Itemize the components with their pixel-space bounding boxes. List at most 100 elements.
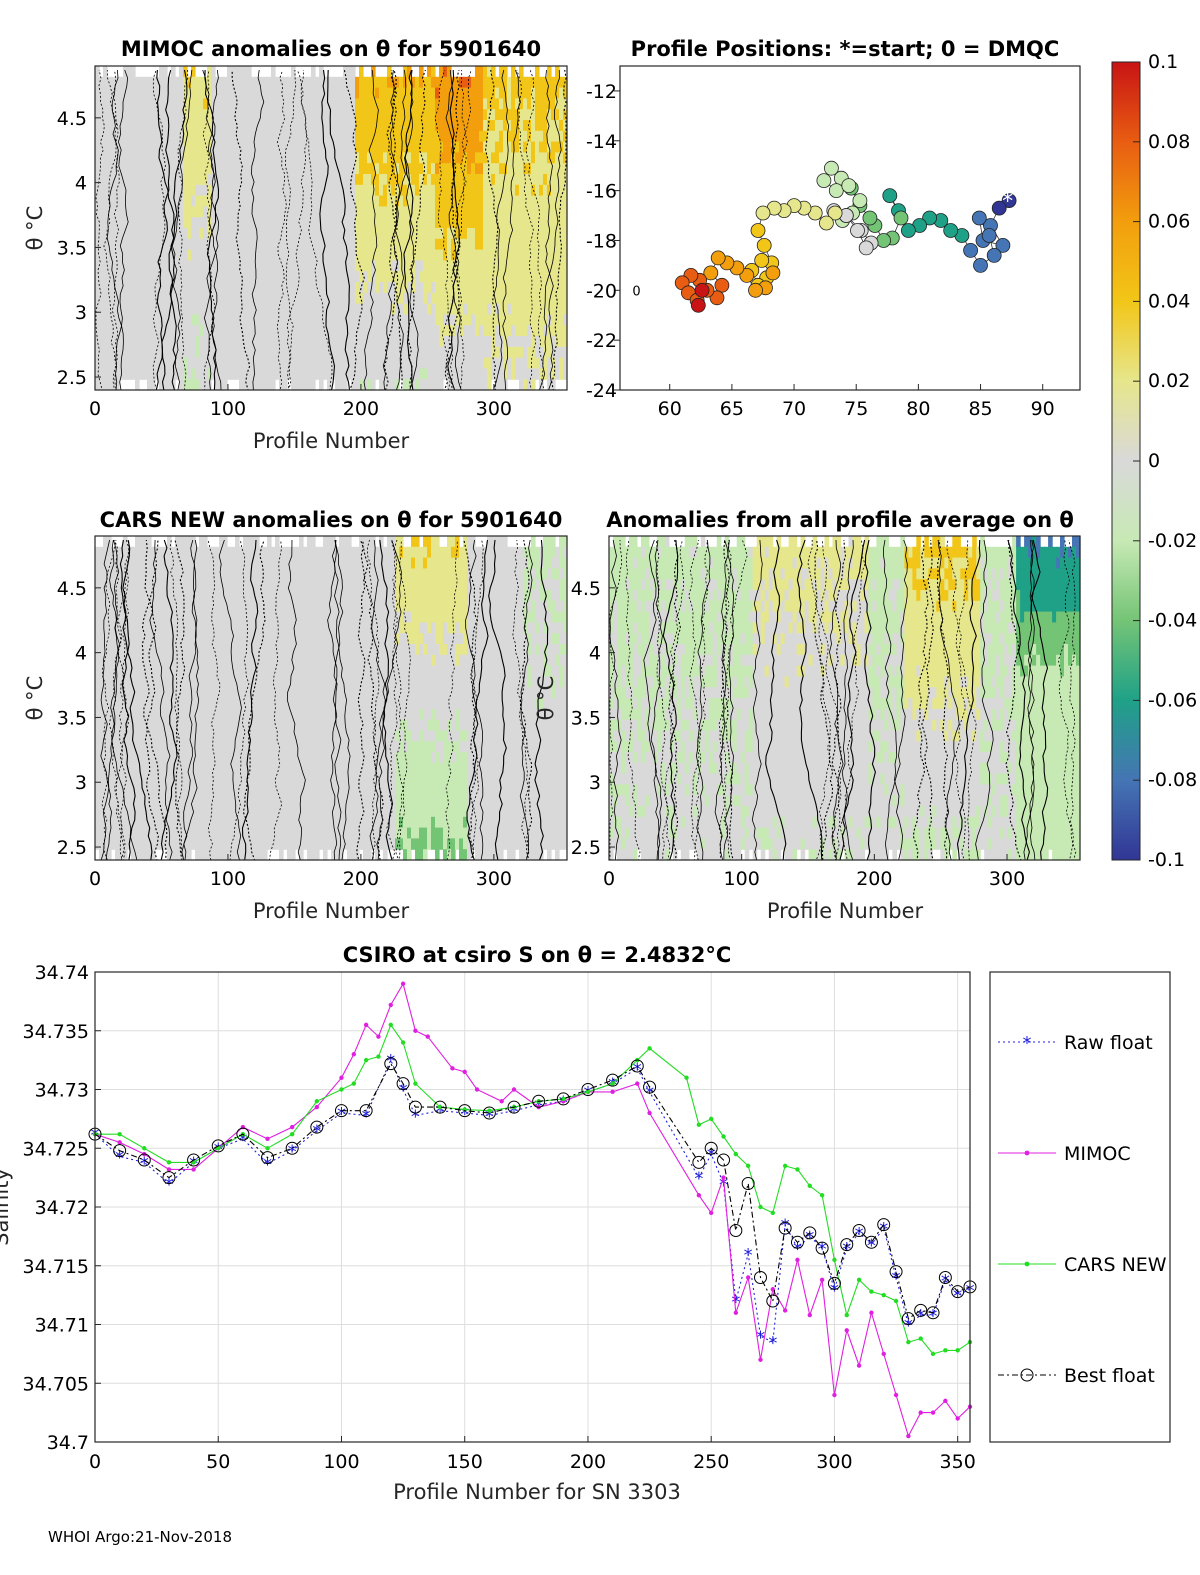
anomaly-cell <box>247 87 252 99</box>
anomaly-cell <box>339 271 344 283</box>
anomaly-cell <box>535 303 540 315</box>
anomaly-cell <box>359 141 364 153</box>
anomaly-cell <box>427 336 432 348</box>
anomaly-cell <box>143 152 148 164</box>
anomaly-cell <box>347 163 352 175</box>
anomaly-cell <box>375 228 380 240</box>
anomaly-cell <box>131 336 136 348</box>
anomaly-cell <box>243 271 248 283</box>
anomaly-cell <box>103 633 108 645</box>
anomaly-cell <box>507 98 512 110</box>
anomaly-cell <box>555 76 560 89</box>
anomaly-cell <box>199 719 204 731</box>
anomaly-cell <box>399 336 404 348</box>
anomaly-cell <box>391 357 396 369</box>
anomaly-cell <box>199 568 204 580</box>
anomaly-cell <box>247 816 252 829</box>
anomaly-cell <box>103 109 108 121</box>
anomaly-cell <box>403 292 408 305</box>
anomaly-cell <box>119 719 124 731</box>
anomaly-cell <box>507 238 512 251</box>
anomaly-cell <box>315 346 320 359</box>
profile-position-point <box>828 183 844 199</box>
anomaly-cell <box>203 687 208 699</box>
mimoc-anomaly-field <box>95 66 568 391</box>
anomaly-cell <box>271 698 276 710</box>
anomaly-cell <box>243 773 248 785</box>
anomaly-cell <box>215 109 220 121</box>
anomaly-cell <box>119 152 124 164</box>
anomaly-cell <box>403 174 408 186</box>
anomaly-cell <box>275 260 280 272</box>
anomaly-cell <box>259 806 264 818</box>
anomaly-cell <box>535 238 540 251</box>
anomaly-cell <box>127 130 132 143</box>
anomaly-cell <box>459 109 464 121</box>
anomaly-cell <box>275 600 280 613</box>
anomaly-cell <box>551 271 556 283</box>
anomaly-cell <box>311 152 316 164</box>
anomaly-cell <box>531 174 536 186</box>
anomaly-cell <box>115 357 120 369</box>
anomaly-cell <box>131 195 136 207</box>
anomaly-cell <box>319 249 324 261</box>
anomaly-cell <box>255 654 260 667</box>
anomaly-cell <box>491 152 496 164</box>
anomaly-cell <box>111 98 116 110</box>
anomaly-cell <box>479 76 484 89</box>
anomaly-cell <box>503 314 508 326</box>
anomaly-cell <box>267 611 272 623</box>
anomaly-cell <box>139 762 144 775</box>
anomaly-cell <box>147 346 152 359</box>
anomaly-cell <box>99 174 104 186</box>
anomaly-cell <box>523 163 528 175</box>
anomaly-cell <box>251 238 256 251</box>
anomaly-cell <box>455 163 460 175</box>
anomaly-cell <box>135 271 140 283</box>
anomaly-cell <box>259 314 264 326</box>
anomaly-cell <box>367 130 372 143</box>
anomaly-cell <box>483 120 488 132</box>
anomaly-cell <box>147 87 152 99</box>
anomaly-cell <box>95 622 100 634</box>
anomaly-cell <box>407 152 412 164</box>
anomaly-cell <box>219 325 224 337</box>
anomaly-cell <box>219 271 224 283</box>
anomaly-cell <box>447 120 452 132</box>
anomaly-cell <box>267 806 272 818</box>
anomaly-cell <box>183 622 188 634</box>
anomaly-cell <box>555 217 560 229</box>
anomaly-cell <box>527 325 532 337</box>
anomaly-cell <box>307 76 312 89</box>
anomaly-cell <box>143 665 148 677</box>
anomaly-cell <box>363 292 368 305</box>
anomaly-cell <box>431 184 436 197</box>
anomaly-cell <box>491 195 496 207</box>
anomaly-cell <box>531 249 536 261</box>
anomaly-cell <box>119 698 124 710</box>
anomaly-cell <box>487 314 492 326</box>
anomaly-cell <box>555 325 560 337</box>
anomaly-cell <box>483 238 488 251</box>
anomaly-cell <box>291 195 296 207</box>
anomaly-cell <box>319 120 324 132</box>
anomaly-cell <box>271 120 276 132</box>
anomaly-cell <box>319 238 324 251</box>
anomaly-cell <box>223 600 228 613</box>
anomaly-cell <box>383 120 388 132</box>
anomaly-cell <box>503 120 508 132</box>
anomaly-cell <box>239 590 244 602</box>
anomaly-cell <box>323 130 328 143</box>
anomaly-cell <box>279 98 284 110</box>
anomaly-cell <box>303 76 308 89</box>
anomaly-cell <box>391 217 396 229</box>
y-tick-label: -16 <box>586 181 617 203</box>
anomaly-cell <box>223 730 228 742</box>
anomaly-cell <box>263 546 268 559</box>
anomaly-cell <box>175 568 180 580</box>
anomaly-cell <box>479 87 484 99</box>
anomaly-cell <box>483 152 488 164</box>
anomaly-cell <box>451 368 456 380</box>
anomaly-cell <box>187 719 192 731</box>
anomaly-cell <box>463 87 468 99</box>
